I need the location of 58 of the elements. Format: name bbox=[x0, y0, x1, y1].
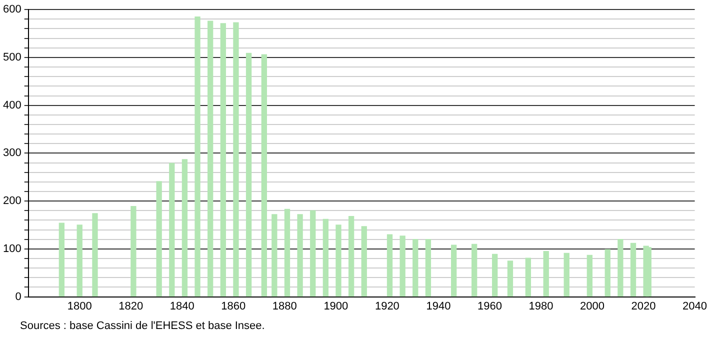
bar bbox=[297, 214, 303, 297]
x-tick-label: 1920 bbox=[374, 300, 400, 312]
bar bbox=[182, 159, 188, 297]
y-tick-label: 300 bbox=[2, 147, 22, 160]
bar bbox=[564, 252, 570, 297]
x-tick-label: 1900 bbox=[324, 300, 348, 312]
x-tick-label: 1860 bbox=[221, 300, 246, 312]
bar bbox=[58, 222, 65, 297]
bar bbox=[643, 246, 649, 297]
bar bbox=[492, 254, 498, 297]
bar bbox=[348, 216, 354, 297]
y-tick-label: 0 bbox=[15, 290, 22, 303]
bar bbox=[412, 239, 418, 297]
x-tick-label: 1800 bbox=[67, 300, 92, 312]
x-tick-label: 1980 bbox=[528, 300, 554, 312]
bar bbox=[630, 242, 636, 297]
bar bbox=[507, 260, 514, 297]
bar bbox=[386, 234, 393, 297]
bar bbox=[543, 250, 549, 297]
x-tick-label: 2000 bbox=[580, 300, 604, 312]
source-note: Sources : base Cassini de l'EHESS et base Insee. bbox=[20, 320, 266, 332]
bar bbox=[130, 206, 136, 297]
bar bbox=[261, 54, 267, 297]
bar bbox=[92, 213, 98, 297]
y-tick-label: 400 bbox=[2, 99, 22, 112]
bar bbox=[284, 208, 290, 297]
bar bbox=[194, 16, 200, 297]
x-tick-label: 2040 bbox=[682, 300, 708, 312]
x-tick-label: 1840 bbox=[170, 300, 194, 312]
y-tick-label: 200 bbox=[2, 195, 22, 208]
x-tick-label: 1820 bbox=[118, 300, 144, 312]
bar bbox=[400, 236, 406, 297]
bar bbox=[246, 52, 252, 297]
y-tick-label: 600 bbox=[2, 4, 22, 16]
bar bbox=[472, 244, 478, 297]
bar bbox=[156, 181, 162, 297]
bar bbox=[322, 218, 329, 297]
bar bbox=[586, 254, 593, 297]
bar bbox=[525, 258, 531, 297]
bar bbox=[76, 224, 82, 297]
bar bbox=[310, 210, 316, 297]
bar bbox=[169, 162, 175, 297]
x-tick-label: 2020 bbox=[631, 300, 656, 312]
bar bbox=[220, 23, 226, 297]
x-tick-label: 1940 bbox=[426, 300, 451, 312]
bar bbox=[451, 244, 457, 297]
bar bbox=[604, 249, 610, 297]
y-tick-label: 500 bbox=[2, 52, 22, 64]
bar bbox=[272, 214, 278, 297]
bar bbox=[425, 239, 432, 297]
bar bbox=[233, 22, 239, 297]
x-tick-label: 1960 bbox=[477, 300, 502, 312]
bar bbox=[336, 224, 342, 297]
bar bbox=[618, 239, 624, 297]
y-tick-label: 100 bbox=[2, 242, 22, 255]
bar bbox=[208, 20, 214, 297]
bar bbox=[361, 226, 367, 297]
x-tick-label: 1880 bbox=[272, 300, 297, 312]
